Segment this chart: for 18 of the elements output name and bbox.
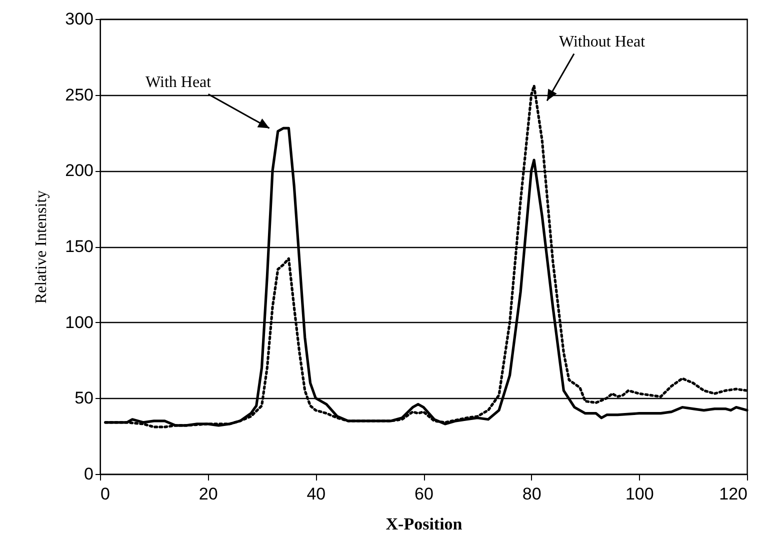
y-tick-label: 50	[74, 388, 94, 408]
x-tick-label: 20	[198, 484, 218, 504]
y-tick-label: 100	[65, 312, 94, 332]
y-tick-label: 200	[65, 161, 94, 180]
x-tick-label: 0	[100, 484, 110, 504]
text: With Heat	[146, 74, 212, 92]
x-tick-label: 60	[414, 484, 434, 504]
x-tick-label: 120	[719, 484, 748, 504]
x-tick-label: 40	[306, 484, 326, 504]
y-axis-title: Relative Intensity	[33, 190, 50, 304]
y-tick-label: 300	[65, 10, 94, 28]
y-tick-label: 0	[84, 464, 94, 484]
y-tick-label: 150	[65, 237, 94, 256]
text: Without Heat	[559, 34, 646, 51]
y-tick-label: 250	[65, 85, 94, 104]
x-axis-title: X-Position	[386, 514, 463, 534]
x-tick-label: 80	[522, 484, 542, 504]
x-tick-label: 100	[625, 484, 654, 504]
